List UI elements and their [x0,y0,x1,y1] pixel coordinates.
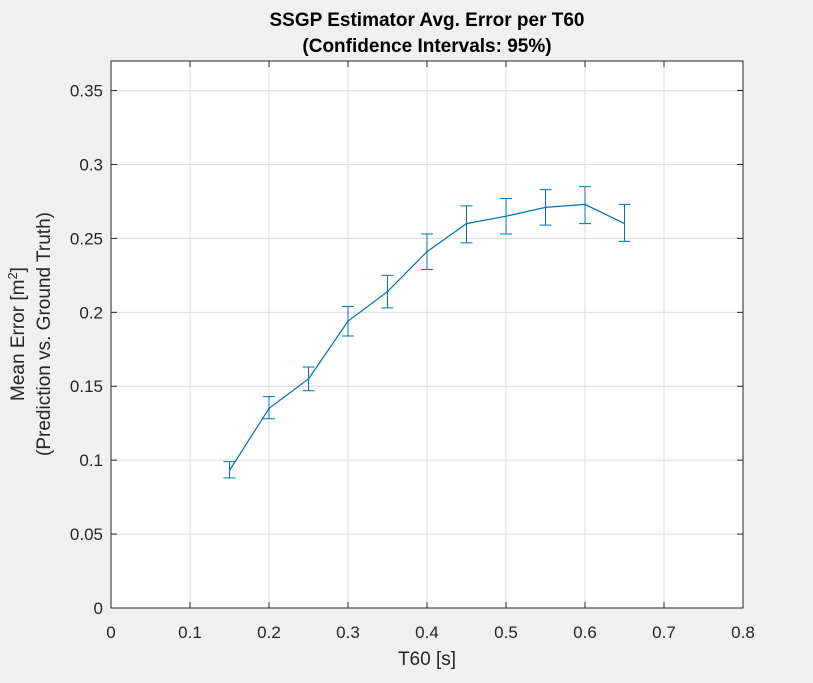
x-tick-label: 0 [106,623,115,642]
y-tick-label: 0.1 [79,451,103,470]
data-point [584,203,586,206]
x-tick-label: 0.4 [415,623,439,642]
y-axis-label-line2: (Prediction vs. Ground Truth) [34,212,55,456]
plot-box [110,60,744,609]
data-point [465,222,468,225]
x-tick-label: 0.7 [652,623,676,642]
y-tick-label: 0.3 [79,155,103,174]
x-tick-label: 0.8 [731,623,755,642]
chart-title-line2: (Confidence Intervals: 95%) [302,36,551,57]
x-tick-label: 0.5 [494,623,518,642]
series-group [223,186,631,479]
y-tick-label: 0.35 [70,82,103,101]
data-point [505,215,507,218]
y-tick-label: 0.15 [70,377,103,396]
y-tick-label: 0.2 [79,303,103,322]
data-point [544,206,547,209]
y-axis-label-line1: Mean Error [m2] [5,267,29,401]
data-point [623,222,626,225]
x-tick-label: 0.3 [336,623,360,642]
y-axis-label-suffix: ] [8,267,29,272]
x-tick-label: 0.1 [178,623,202,642]
data-point [307,378,310,380]
data-point [426,250,428,253]
y-axis-label-superscript: 2 [5,272,20,279]
x-tick-label: 0.2 [257,623,281,642]
x-tick-labels: 0 0.1 0.2 0.3 0.4 0.5 0.6 0.7 0.8 [106,623,755,642]
y-tick-labels: 0 0.05 0.1 0.15 0.2 0.25 0.3 0.35 [70,82,103,618]
y-tick-label: 0 [94,599,103,618]
data-point [268,407,270,410]
data-point [347,320,349,322]
y-axis-label-prefix: Mean Error [m [8,280,29,401]
data-point [228,469,231,472]
chart-title-line1: SSGP Estimator Avg. Error per T60 [269,10,584,31]
data-point [386,290,389,293]
y-tick-label: 0.05 [70,525,103,544]
y-tick-label: 0.25 [70,229,103,248]
x-axis-label: T60 [s] [398,649,456,670]
x-tick-label: 0.6 [573,623,597,642]
